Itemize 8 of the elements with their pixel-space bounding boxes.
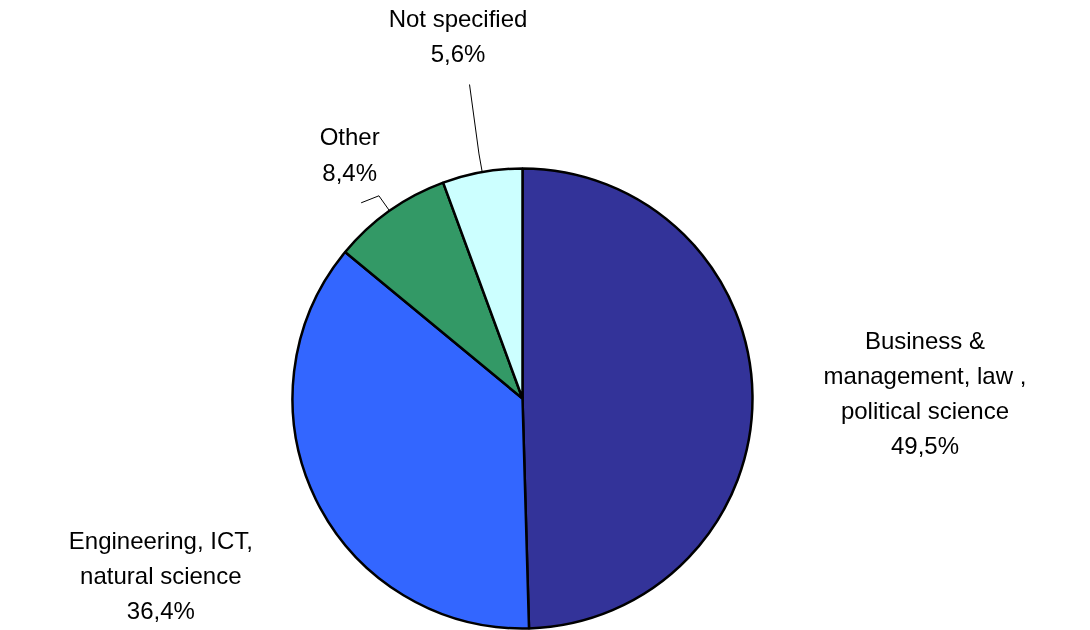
slice-label: Other [319, 123, 380, 151]
slice-label: Engineering, ICT, natural science [68, 526, 253, 589]
data-label: 5,6% [430, 40, 486, 68]
slice-label: Not specified [388, 5, 528, 33]
data-label: 36,4% [126, 596, 195, 624]
data-label: 49,5% [890, 431, 959, 459]
data-label: 8,4% [322, 158, 378, 186]
slice-label: Business & management, law , political science [823, 326, 1027, 424]
